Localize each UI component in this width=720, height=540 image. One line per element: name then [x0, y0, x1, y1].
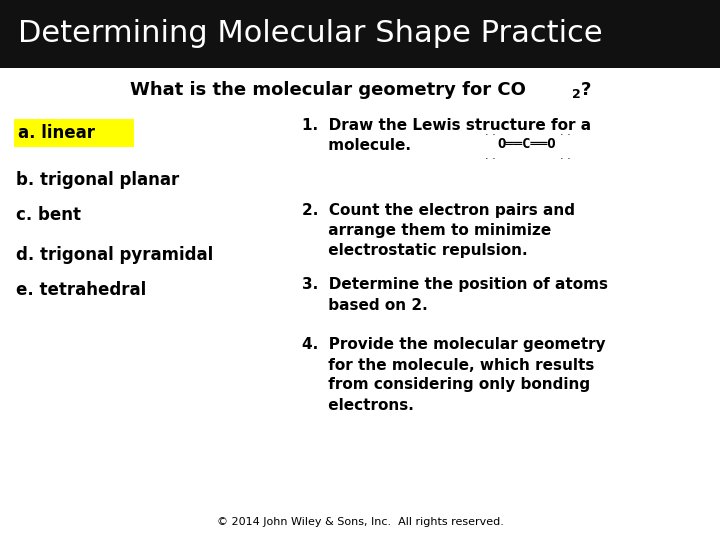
- Text: for the molecule, which results: for the molecule, which results: [302, 357, 595, 373]
- Text: O══C══O: O══C══O: [498, 137, 557, 151]
- Text: a. linear: a. linear: [18, 124, 95, 142]
- Text: b. trigonal planar: b. trigonal planar: [16, 171, 179, 189]
- Text: ?: ?: [581, 81, 591, 99]
- Text: . .: . .: [485, 151, 495, 161]
- Text: c. bent: c. bent: [16, 206, 81, 224]
- Text: . .: . .: [485, 127, 495, 137]
- Text: 1.  Draw the Lewis structure for a: 1. Draw the Lewis structure for a: [302, 118, 592, 132]
- Text: e. tetrahedral: e. tetrahedral: [16, 281, 146, 299]
- Bar: [14, 119, 134, 147]
- Text: electrons.: electrons.: [302, 397, 414, 413]
- Text: 2.  Count the electron pairs and: 2. Count the electron pairs and: [302, 202, 575, 218]
- Text: from considering only bonding: from considering only bonding: [302, 377, 590, 393]
- Text: molecule.: molecule.: [302, 138, 411, 152]
- Text: Determining Molecular Shape Practice: Determining Molecular Shape Practice: [18, 19, 603, 49]
- Text: electrostatic repulsion.: electrostatic repulsion.: [302, 242, 528, 258]
- Text: What is the molecular geometry for CO: What is the molecular geometry for CO: [130, 81, 526, 99]
- Text: . .: . .: [559, 151, 570, 161]
- Text: based on 2.: based on 2.: [302, 298, 428, 313]
- Text: 2: 2: [572, 87, 581, 100]
- Text: arrange them to minimize: arrange them to minimize: [302, 222, 552, 238]
- Bar: [0, 0, 720, 68]
- Text: 3.  Determine the position of atoms: 3. Determine the position of atoms: [302, 278, 608, 293]
- Text: d. trigonal pyramidal: d. trigonal pyramidal: [16, 246, 213, 264]
- Text: © 2014 John Wiley & Sons, Inc.  All rights reserved.: © 2014 John Wiley & Sons, Inc. All right…: [217, 517, 503, 527]
- Text: . .: . .: [559, 127, 570, 137]
- Text: 4.  Provide the molecular geometry: 4. Provide the molecular geometry: [302, 338, 606, 353]
